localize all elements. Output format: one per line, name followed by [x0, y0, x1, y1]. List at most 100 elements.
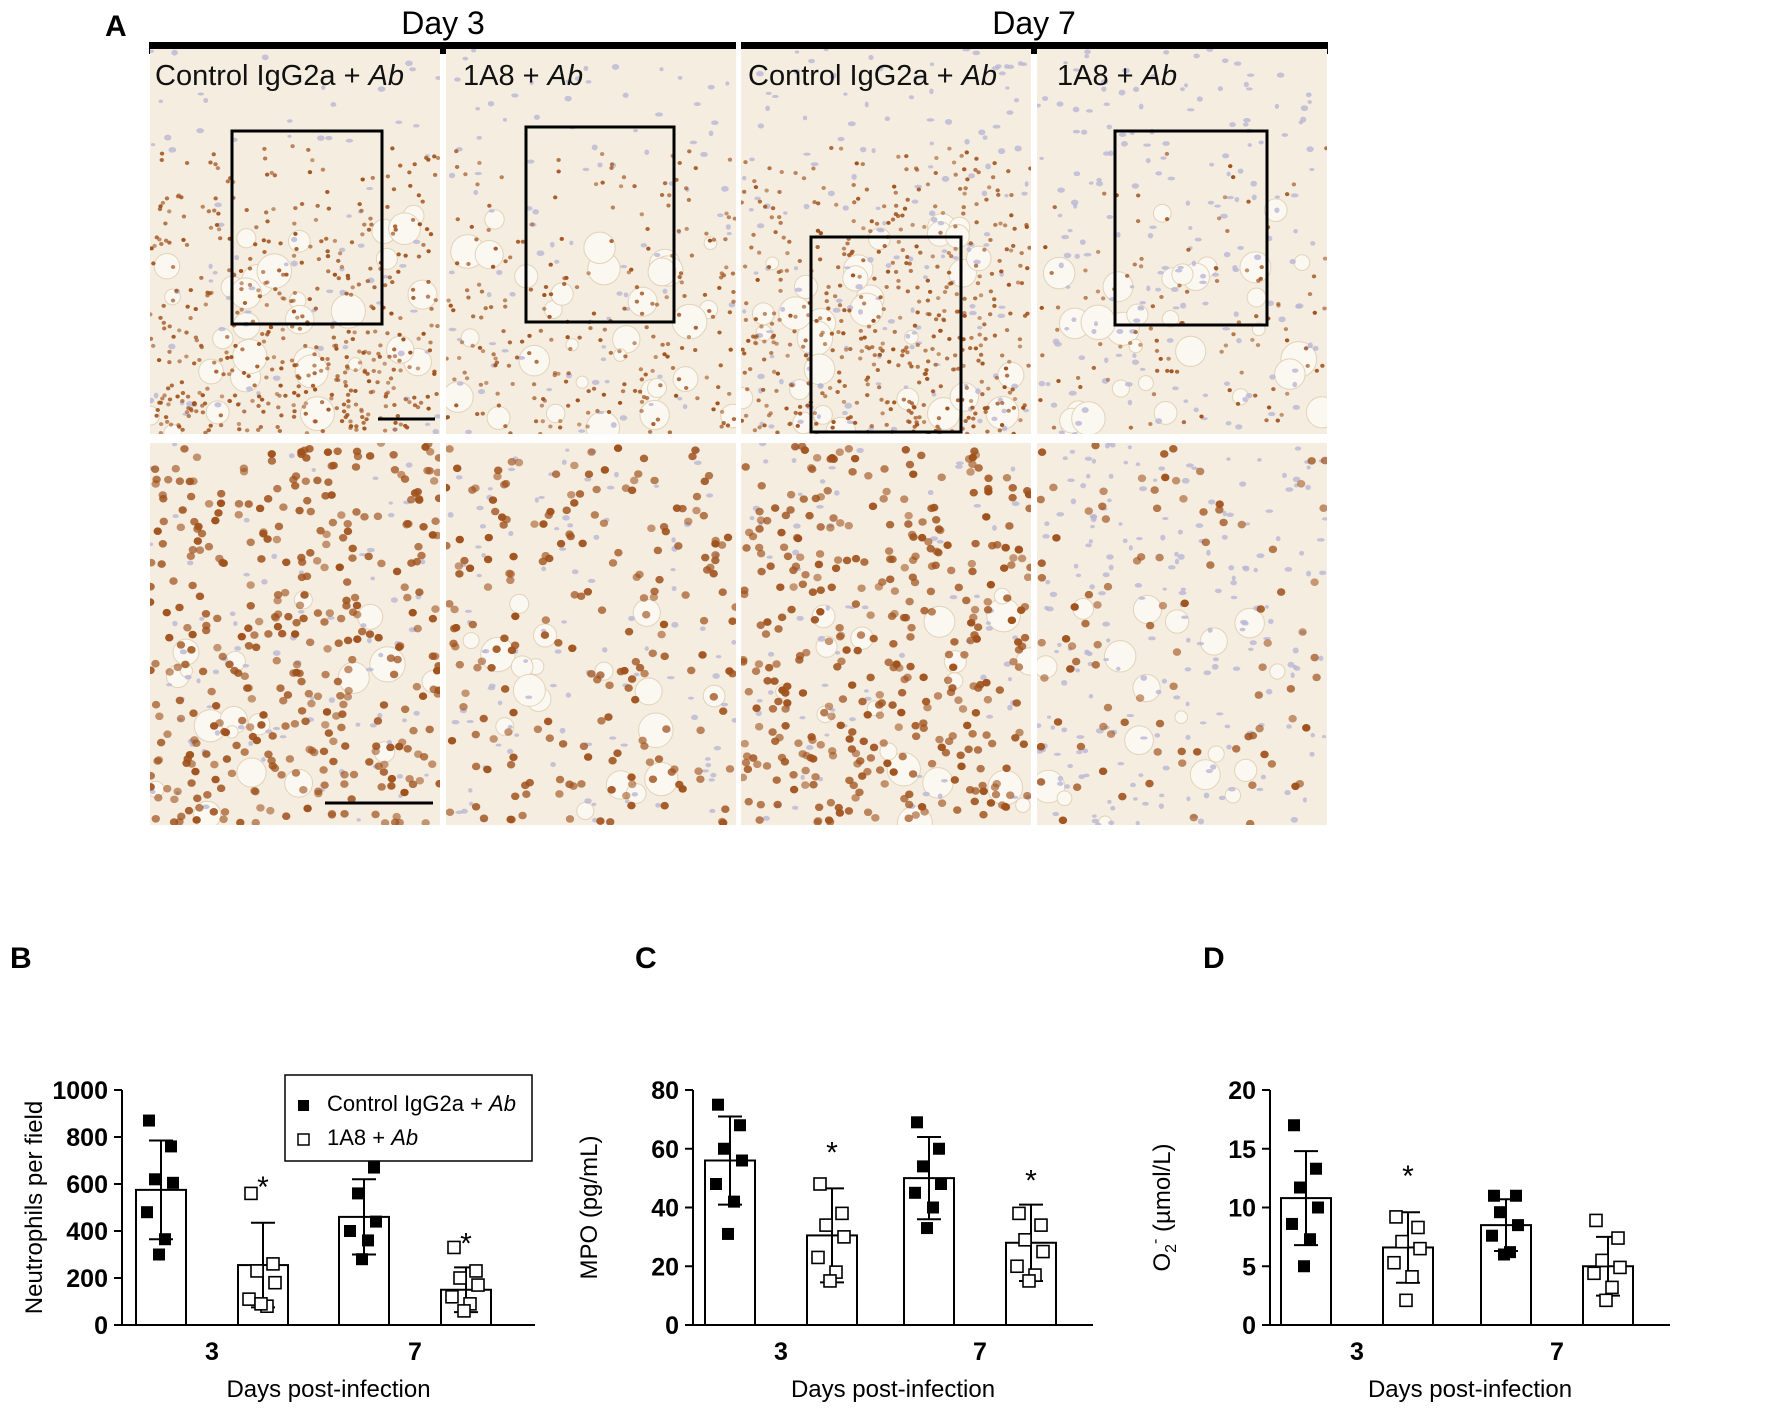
data-point: [728, 1195, 740, 1208]
significance-star: *: [257, 1171, 269, 1204]
micrograph-r1-c3: [741, 49, 1031, 434]
data-point: [447, 1240, 461, 1255]
data-point: [921, 1222, 933, 1235]
micrograph-r2-c1: [150, 443, 440, 825]
x-tick-label: 7: [973, 1338, 987, 1366]
significance-star: *: [1025, 1165, 1037, 1198]
data-point: [1488, 1189, 1500, 1202]
x-tick-label: 3: [1350, 1338, 1364, 1366]
y-tick-label: 600: [66, 1171, 108, 1199]
y-tick-label: 800: [66, 1124, 108, 1152]
y-axis-title: Neutrophils per field: [21, 1101, 48, 1314]
data-point: [917, 1160, 929, 1173]
data-point: [1613, 1260, 1627, 1275]
data-point: [457, 1304, 471, 1318]
significance-star: *: [826, 1136, 838, 1169]
legend-label-control: Control IgG2a + Ab: [327, 1091, 516, 1116]
data-point: [1312, 1201, 1324, 1214]
data-point: [356, 1253, 368, 1266]
data-point: [837, 1230, 851, 1244]
data-point: [909, 1186, 921, 1199]
y-tick-label: 20: [1228, 1077, 1256, 1105]
y-tick-label: 0: [665, 1312, 679, 1340]
x-axis-title: Days post-infection: [1368, 1376, 1572, 1403]
data-point: [268, 1275, 282, 1290]
y-tick-label: 1000: [52, 1077, 108, 1105]
panel-c-letter: C: [635, 942, 657, 975]
data-point: [734, 1119, 746, 1132]
data-point: [1405, 1270, 1419, 1284]
data-point: [712, 1098, 724, 1111]
micrograph-r2-c2: [446, 443, 736, 825]
micrograph-r2-c3: [741, 443, 1031, 825]
y-tick-label: 200: [66, 1265, 108, 1293]
micrograph-r1-c1: [150, 49, 440, 434]
x-axis-title: Days post-infection: [226, 1376, 430, 1403]
condition-label-day7-1a8: 1A8 + Ab: [1057, 60, 1178, 92]
data-point: [1036, 1244, 1050, 1259]
legend-label-1a8: 1A8 + Ab: [327, 1125, 418, 1150]
condition-label-day3-control: Control IgG2a + Ab: [155, 60, 405, 92]
data-point: [1494, 1206, 1506, 1219]
superoxide-chart: 0 5 10 15 20 O2- (µmol/L) Days post-infection 3…: [1147, 970, 1773, 1420]
data-point: [352, 1187, 364, 1200]
y-tick-label: 40: [651, 1195, 679, 1223]
data-point: [266, 1257, 280, 1271]
data-point: [242, 1292, 256, 1306]
data-point: [1399, 1293, 1413, 1308]
legend-marker-filled: [298, 1100, 309, 1111]
significance-star: *: [460, 1227, 472, 1260]
data-point: [927, 1201, 939, 1214]
data-point: [1486, 1229, 1498, 1242]
data-point: [362, 1234, 374, 1247]
data-point: [370, 1215, 382, 1228]
data-point: [1288, 1119, 1300, 1132]
neutrophils-chart: 0 200 400 600 800 1000 Neutrophils per field Da…: [0, 970, 620, 1420]
data-point: [823, 1274, 837, 1288]
data-point: [1498, 1248, 1510, 1261]
data-point: [1395, 1234, 1409, 1249]
x-tick-label: 3: [205, 1338, 219, 1366]
y-axis-title: MPO (pg/mL): [576, 1135, 603, 1279]
data-point: [1018, 1233, 1032, 1247]
x-tick-label: 3: [774, 1338, 788, 1366]
y-tick-label: 60: [651, 1136, 679, 1164]
data-point: [1286, 1217, 1298, 1230]
x-tick-label: 7: [408, 1338, 422, 1366]
y-tick-label: 80: [651, 1077, 679, 1105]
data-point: [165, 1140, 177, 1153]
data-point: [1413, 1241, 1427, 1256]
data-point: [1510, 1189, 1522, 1202]
data-point: [1589, 1213, 1603, 1228]
data-point: [718, 1142, 730, 1155]
legend-marker-open: [297, 1133, 310, 1146]
data-point: [244, 1186, 258, 1201]
data-point: [153, 1248, 165, 1261]
y-tick-label: 10: [1228, 1195, 1256, 1223]
data-point: [1304, 1233, 1316, 1246]
data-point: [1587, 1266, 1601, 1281]
y-axis-title: O2- (µmol/L): [1147, 1143, 1180, 1271]
data-point: [149, 1173, 161, 1186]
chart-svg-C: 0 20 40 60 80 MPO (pg/mL) Days post-infection3…: [576, 1077, 1093, 1403]
data-point: [469, 1264, 483, 1278]
data-point: [1294, 1181, 1306, 1194]
y-tick-label: 20: [651, 1253, 679, 1281]
data-point: [1022, 1274, 1036, 1288]
y-tick-label: 5: [1242, 1253, 1256, 1281]
data-point: [1310, 1162, 1322, 1175]
day-3-label: Day 3: [401, 5, 485, 41]
data-point: [159, 1233, 171, 1246]
data-point: [736, 1154, 748, 1167]
data-point: [722, 1227, 734, 1240]
data-point: [1389, 1210, 1403, 1224]
panel-d-letter: D: [1203, 942, 1225, 975]
data-point: [813, 1177, 827, 1191]
data-point: [1034, 1218, 1048, 1232]
micrograph-r2-c4: [1037, 443, 1327, 825]
data-point: [1595, 1253, 1609, 1268]
data-point: [1599, 1293, 1613, 1308]
data-point: [811, 1250, 825, 1265]
data-point: [911, 1116, 923, 1129]
